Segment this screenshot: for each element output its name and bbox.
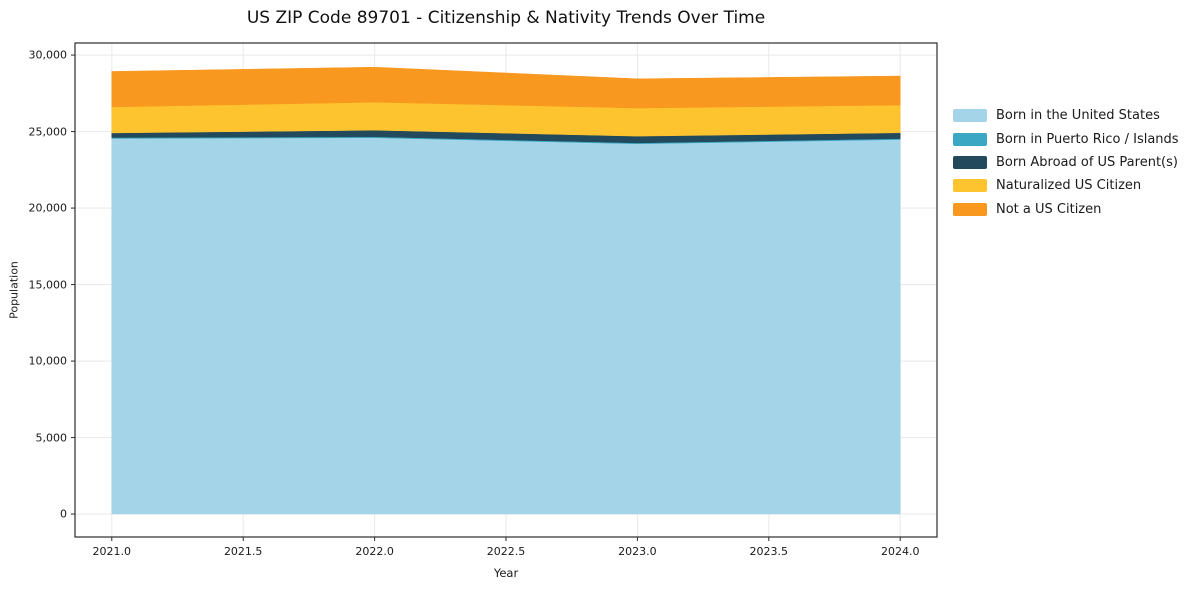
legend-label: Born in the United States <box>996 108 1160 124</box>
y-tick-label: 5,000 <box>35 431 68 445</box>
area-not-a-us-citizen <box>111 66 901 109</box>
area-naturalized-us-citizen <box>111 101 901 137</box>
area-born-in-the-united-states <box>111 137 901 515</box>
x-tick-label: 2021.0 <box>92 545 132 558</box>
x-tick-label: 2024.0 <box>880 545 920 558</box>
x-tick-label: 2022.5 <box>486 545 526 558</box>
x-tick-label: 2023.0 <box>618 545 657 558</box>
legend-item: Born in Puerto Rico / Islands <box>953 127 1179 150</box>
legend: Born in the United States Born in Puerto … <box>953 104 1179 221</box>
x-axis-label: Year <box>493 566 519 580</box>
legend-item: Not a US Citizen <box>953 198 1179 221</box>
legend-swatch <box>953 202 987 216</box>
legend-label: Born Abroad of US Parent(s) <box>996 154 1178 170</box>
legend-label: Born in Puerto Rico / Islands <box>996 131 1179 147</box>
y-tick-label: 15,000 <box>28 278 68 292</box>
legend-swatch <box>953 132 987 146</box>
x-tick-label: 2022.0 <box>355 545 394 558</box>
legend-item: Born in the United States <box>953 104 1179 127</box>
y-tick-label: 0 <box>60 507 67 521</box>
y-tick-label: 30,000 <box>28 48 68 62</box>
legend-label: Naturalized US Citizen <box>996 178 1142 194</box>
x-tick-label: 2021.5 <box>223 545 263 558</box>
y-tick-label: 25,000 <box>28 125 68 139</box>
legend-swatch <box>953 179 987 193</box>
legend-swatch <box>953 155 987 169</box>
y-axis-label: Population <box>7 261 21 319</box>
y-tick-label: 20,000 <box>28 201 68 215</box>
x-tick-label: 2023.5 <box>749 545 789 558</box>
chart-title: US ZIP Code 89701 - Citizenship & Nativi… <box>246 8 766 28</box>
legend-item: Born Abroad of US Parent(s) <box>953 151 1179 174</box>
legend-label: Not a US Citizen <box>996 201 1102 217</box>
y-tick-label: 10,000 <box>28 354 68 368</box>
legend-item: Naturalized US Citizen <box>953 174 1179 197</box>
legend-swatch <box>953 109 987 123</box>
